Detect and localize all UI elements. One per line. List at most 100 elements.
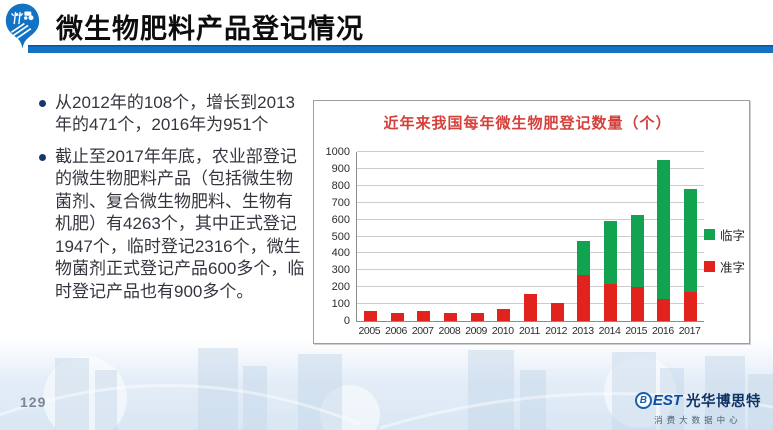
- y-tick-label: 300: [331, 264, 350, 277]
- y-tick-label: 1000: [325, 146, 350, 158]
- stacked-bar: [630, 152, 644, 321]
- best-logo-badge-icon: B: [634, 392, 652, 409]
- bar-column: [464, 152, 491, 321]
- legend-label: 临字: [720, 229, 746, 243]
- bar-column: [677, 152, 704, 321]
- gridline: [357, 184, 704, 186]
- bar-segment-准字: [497, 309, 511, 321]
- bar-segment-准字: [443, 312, 457, 321]
- stacked-bar: [523, 152, 537, 321]
- stacked-bar: [577, 152, 591, 321]
- bullet-item: 从2012年的108个，增长到2013年的471个，2016年为951个: [38, 92, 308, 137]
- stacked-bar: [443, 152, 457, 321]
- bar-column: [384, 152, 411, 321]
- stacked-bar: [657, 152, 671, 321]
- gridline: [357, 218, 704, 220]
- footer-logo-row: B EST 光华博思特: [634, 390, 761, 411]
- bar-segment-准字: [604, 283, 618, 321]
- x-tick-label: 2015: [625, 325, 648, 337]
- bullet-list: 从2012年的108个，增长到2013年的471个，2016年为951个 截止至…: [38, 92, 308, 312]
- gridline: [357, 235, 704, 237]
- x-tick-label: 2013: [571, 325, 594, 337]
- brand-pin-icon: [5, 3, 40, 49]
- x-tick-label: 2010: [491, 325, 514, 337]
- stacked-bar: [417, 152, 431, 321]
- bar-segment-准字: [684, 292, 698, 321]
- gridline: [357, 167, 704, 169]
- y-tick-label: 400: [331, 247, 350, 260]
- stacked-bar: [390, 152, 404, 321]
- stacked-bar: [497, 152, 511, 321]
- bar-column: [357, 152, 384, 321]
- legend-item: 准字: [704, 257, 745, 276]
- y-tick-label: 700: [331, 196, 350, 209]
- bar-column: [437, 152, 464, 321]
- bar-segment-临字: [630, 214, 644, 288]
- title-underline-band: [28, 45, 773, 53]
- bullet-item: 截止至2017年年底，农业部登记的微生物肥料产品（包括微生物菌剂、复合微生物肥料…: [38, 146, 308, 303]
- bar-column: [624, 152, 651, 321]
- bar-segment-准字: [657, 298, 671, 321]
- chart-legend: 临字 准字: [704, 225, 745, 276]
- x-tick-label: 2017: [678, 325, 701, 337]
- x-tick-label: 2005: [358, 325, 381, 337]
- x-tick-label: 2011: [518, 325, 540, 337]
- x-tick-label: 2009: [465, 325, 487, 337]
- stacked-bar: [550, 152, 564, 321]
- legend-label: 准字: [720, 261, 746, 275]
- stacked-bar: [684, 152, 698, 321]
- bar-column: [410, 152, 437, 321]
- x-tick-label: 2006: [385, 325, 407, 337]
- y-tick-label: 0: [343, 315, 350, 327]
- chart-panel: 近年来我国每年微生物肥登记数量（个） 0 100 200 300 400 500 600 70…: [313, 100, 750, 344]
- x-tick-label: 2007: [411, 325, 434, 337]
- y-tick-label: 200: [331, 281, 350, 294]
- best-logo-text: EST: [652, 392, 682, 409]
- legend-swatch: [704, 261, 715, 272]
- bar-column: [651, 152, 678, 321]
- stacked-bar: [604, 152, 618, 321]
- bar-column: [490, 152, 517, 321]
- bar-segment-临字: [657, 160, 671, 299]
- y-tick-label: 600: [331, 213, 350, 226]
- page-title: 微生物肥料产品登记情况: [56, 14, 364, 44]
- bar-segment-临字: [577, 241, 591, 276]
- bar-segment-准字: [390, 313, 404, 321]
- bar-column: [597, 152, 624, 321]
- stacked-bar: [363, 152, 377, 321]
- x-axis-labels: 2005 2006 2007 2008 2009 2010 2011 2012 2013 2014…: [356, 325, 703, 337]
- bar-segment-准字: [470, 312, 484, 321]
- bullet-text: 从2012年的108个，增长到2013年的471个，2016年为951个: [55, 93, 296, 135]
- footer-logo: B EST 光华博思特 消费大数据中心: [634, 390, 761, 426]
- bar-column: [544, 152, 571, 321]
- legend-item: 临字: [704, 225, 745, 244]
- footer-brand-name: 光华博思特: [686, 394, 761, 410]
- bar-segment-准字: [363, 310, 377, 321]
- bullet-text: 截止至2017年年底，农业部登记的微生物肥料产品（包括微生物菌剂、复合微生物肥料…: [55, 146, 305, 301]
- bar-column: [571, 152, 598, 321]
- footer-brand-subtitle: 消费大数据中心: [654, 415, 742, 425]
- gridline: [357, 286, 704, 288]
- gridline: [357, 201, 704, 203]
- gridline: [357, 269, 704, 271]
- gridline: [357, 151, 704, 152]
- gridline: [357, 252, 704, 254]
- bar-segment-临字: [604, 221, 618, 284]
- bar-column: [517, 152, 544, 321]
- bar-segment-准字: [523, 293, 537, 321]
- columns: [357, 152, 704, 321]
- y-tick-label: 800: [331, 179, 350, 192]
- bar-segment-准字: [550, 302, 564, 321]
- x-tick-label: 2012: [545, 325, 568, 337]
- y-tick-label: 500: [331, 230, 350, 243]
- legend-swatch: [704, 229, 715, 240]
- bar-segment-准字: [630, 287, 644, 321]
- stacked-bar: [470, 152, 484, 321]
- x-tick-label: 2014: [598, 325, 621, 337]
- bar-segment-临字: [684, 189, 698, 293]
- x-tick-label: 2016: [652, 325, 674, 337]
- y-tick-label: 900: [331, 162, 350, 175]
- bar-segment-准字: [417, 310, 431, 321]
- page-number: 129: [20, 394, 47, 410]
